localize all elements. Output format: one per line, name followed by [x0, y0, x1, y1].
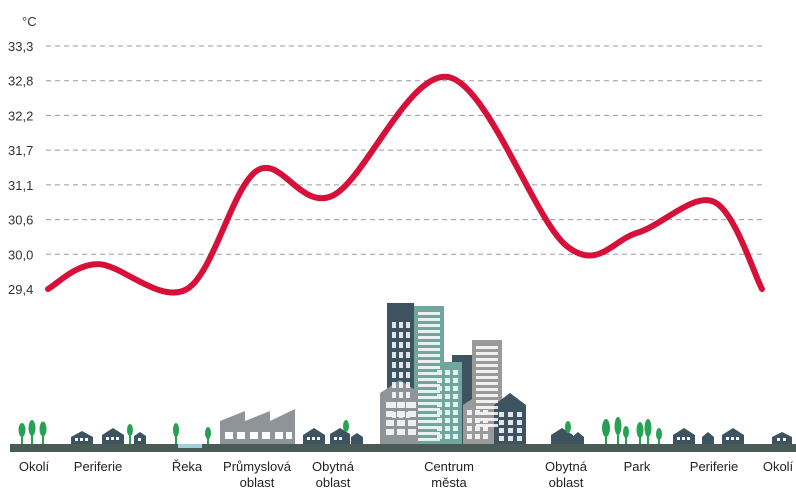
zone-label: Řeka — [172, 459, 203, 474]
zone-label: Okolí — [763, 459, 794, 474]
y-tick-label: 30,6 — [8, 213, 33, 228]
zone-labels: Okolí Periferie Řeka Průmyslová oblast Obytná… — [19, 459, 794, 489]
grid-lines — [46, 45, 762, 255]
y-tick-label: 33,3 — [8, 39, 33, 54]
y-tick-label: 29,4 — [8, 282, 33, 297]
y-tick-label: 31,1 — [8, 178, 33, 193]
suburb-houses-right — [673, 428, 792, 444]
zone-label: Centrum města — [424, 459, 474, 489]
y-tick-label: 32,8 — [8, 74, 33, 89]
river-gap — [178, 444, 202, 448]
ground-strip — [10, 444, 796, 452]
residential-houses-right — [551, 421, 584, 444]
tower-windows — [386, 312, 522, 441]
zone-label: Obytná oblast — [312, 459, 355, 489]
zone-label: Obytná oblast — [545, 459, 588, 489]
y-tick-label: 30,0 — [8, 247, 33, 262]
unit-label: °C — [22, 14, 37, 29]
temperature-line — [45, 74, 765, 296]
river-trees — [173, 423, 211, 444]
y-axis-ticks: 33,3 32,8 32,2 31,7 31,1 30,6 30,0 29,4 — [8, 39, 33, 297]
zone-label: Periferie — [690, 459, 738, 474]
tree-cluster-left — [18, 420, 47, 444]
zone-label: Okolí — [19, 459, 50, 474]
factory-building — [220, 409, 295, 444]
city-cross-section-illustration — [10, 303, 796, 452]
zone-label: Periferie — [74, 459, 122, 474]
zone-label: Park — [624, 459, 651, 474]
data-points — [47, 77, 763, 290]
residential-houses-left — [303, 420, 363, 444]
y-tick-label: 31,7 — [8, 143, 33, 158]
park-trees — [602, 417, 662, 444]
zone-label: Průmyslová oblast — [223, 459, 292, 489]
y-tick-label: 32,2 — [8, 108, 33, 123]
